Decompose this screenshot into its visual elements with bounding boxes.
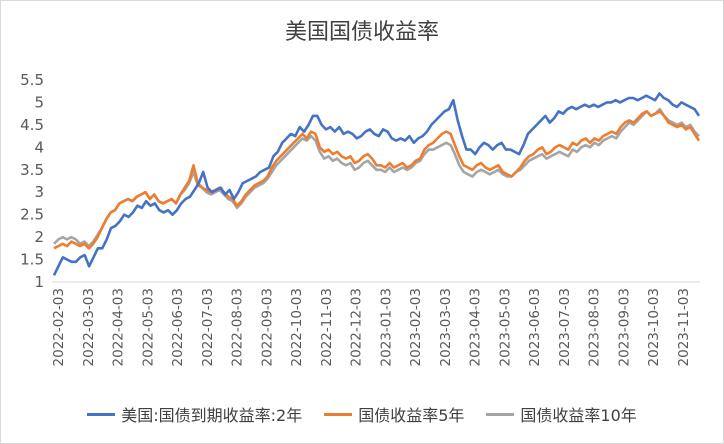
y-tick-label: 2 [34, 228, 44, 246]
series-line [53, 110, 701, 250]
x-tick-label: 2022-06-03 [170, 288, 186, 366]
x-tick-label: 2022-08-03 [230, 288, 246, 366]
x-tick-label: 2022-09-03 [259, 288, 275, 366]
x-tick-label: 2022-03-03 [81, 288, 97, 366]
x-tick-label: 2022-04-03 [111, 288, 127, 366]
legend-swatch [324, 412, 353, 416]
x-tick-label: 2023-08-03 [587, 288, 603, 366]
chart-title: 美国国债收益率 [284, 20, 439, 45]
y-tick-label: 5 [34, 93, 44, 111]
x-tick-label: 2023-11-03 [676, 288, 692, 366]
x-tick-label: 2023-03-03 [438, 288, 454, 366]
x-tick-label: 2023-06-03 [527, 288, 543, 366]
y-tick-label: 1 [34, 273, 44, 291]
y-tick-label: 3 [34, 183, 44, 201]
series-line [53, 107, 700, 248]
x-tick-label: 2023-07-03 [557, 288, 573, 366]
x-tick-label: 2023-09-03 [616, 288, 632, 366]
x-tick-label: 2022-05-03 [140, 288, 156, 366]
x-tick-label: 2022-10-03 [289, 288, 305, 366]
legend-item: 美国:国债到期收益率:2年 [87, 402, 302, 426]
legend-swatch [486, 412, 515, 416]
legend-item: 国债收益率5年 [324, 402, 464, 426]
legend-label: 美国:国债到期收益率:2年 [121, 406, 303, 425]
y-tick-label: 3.5 [20, 161, 44, 179]
legend-label: 国债收益率10年 [520, 406, 637, 425]
x-tick-label: 2023-02-03 [408, 288, 424, 366]
x-tick-label: 2022-12-03 [349, 288, 365, 366]
x-axis-ticks: 2022-02-03 2022-03-03 2022-04-03 2022-05-03… [51, 288, 692, 366]
x-tick-label: 2023-01-03 [378, 288, 394, 366]
series-lines [52, 92, 701, 276]
x-tick-label: 2022-11-03 [319, 288, 335, 366]
x-tick-label: 2022-02-03 [51, 288, 67, 366]
y-tick-label: 5.5 [20, 71, 44, 89]
y-axis-ticks: 1 1.5 2 2.5 3 3.5 4 4.5 5 5.5 [20, 71, 44, 291]
legend-swatch [87, 412, 116, 416]
y-tick-label: 2.5 [20, 206, 44, 224]
legend-item: 国债收益率10年 [486, 402, 637, 426]
y-tick-label: 4.5 [20, 116, 44, 134]
series-line [52, 92, 701, 276]
x-tick-label: 2022-07-03 [200, 288, 216, 366]
x-tick-label: 2023-10-03 [646, 288, 662, 366]
legend: 美国:国债到期收益率:2年 国债收益率5年 国债收益率10年 [0, 402, 724, 426]
y-tick-label: 4 [34, 138, 44, 156]
x-tick-label: 2023-04-03 [468, 288, 484, 366]
y-tick-label: 1.5 [20, 251, 44, 269]
x-tick-label: 2023-05-03 [497, 288, 513, 366]
legend-label: 国债收益率5年 [358, 406, 465, 425]
